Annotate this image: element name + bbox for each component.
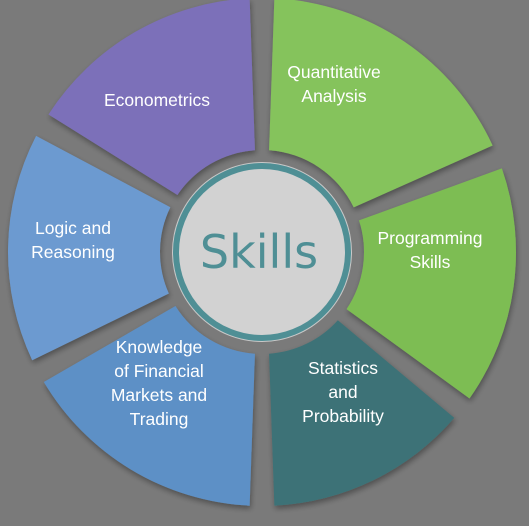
segment-label-line: Skills	[410, 252, 451, 272]
segment-label-line: Econometrics	[104, 90, 210, 110]
center-hub: Skills	[172, 162, 352, 342]
segment-label-line: Trading	[130, 409, 189, 429]
segment-label-line: Quantitative	[287, 62, 380, 82]
segment-label-line: and	[328, 382, 357, 402]
segment-label-line: Statistics	[308, 358, 378, 378]
segment-econometrics-shape	[48, 0, 255, 196]
segment-econometrics-label: Econometrics	[104, 90, 210, 110]
center-title: Skills	[200, 225, 318, 279]
segment-quantitative-analysis-label: Quantitative Analysis	[287, 62, 380, 106]
segment-logic-and-reasoning: Logic and Reasoning	[7, 135, 171, 361]
segment-programming-skills-label: Programming Skills	[377, 228, 482, 272]
segment-quantitative-analysis: Quantitative Analysis	[269, 0, 493, 208]
segment-label-line: Analysis	[301, 86, 366, 106]
segment-label-line: of Financial	[114, 361, 204, 381]
segment-knowledge-of-financial-markets: Knowledge of Financial Markets and Trading	[43, 306, 255, 506]
segment-label-line: Logic and	[35, 218, 111, 238]
segment-quantitative-analysis-shape	[269, 0, 493, 208]
segment-statistics-and-probability: Statistics and Probability	[269, 320, 455, 506]
segment-knowledge-of-financial-markets-shape	[43, 306, 255, 506]
segment-logic-and-reasoning-shape	[7, 135, 171, 361]
segment-label-line: Programming	[377, 228, 482, 248]
segment-label-line: Markets and	[111, 385, 207, 405]
segment-programming-skills: Programming Skills	[346, 168, 516, 399]
segment-logic-and-reasoning-label: Logic and Reasoning	[31, 218, 115, 262]
segment-label-line: Knowledge	[116, 337, 203, 357]
segment-statistics-and-probability-shape	[269, 320, 455, 506]
segment-econometrics: Econometrics	[48, 0, 255, 196]
segment-statistics-and-probability-label: Statistics and Probability	[302, 358, 384, 426]
segment-label-line: Reasoning	[31, 242, 115, 262]
center-hub-ring	[173, 163, 351, 341]
segment-label-line: Probability	[302, 406, 384, 426]
segment-programming-skills-shape	[346, 168, 516, 399]
segment-knowledge-of-financial-markets-label: Knowledge of Financial Markets and Trading	[111, 337, 207, 429]
